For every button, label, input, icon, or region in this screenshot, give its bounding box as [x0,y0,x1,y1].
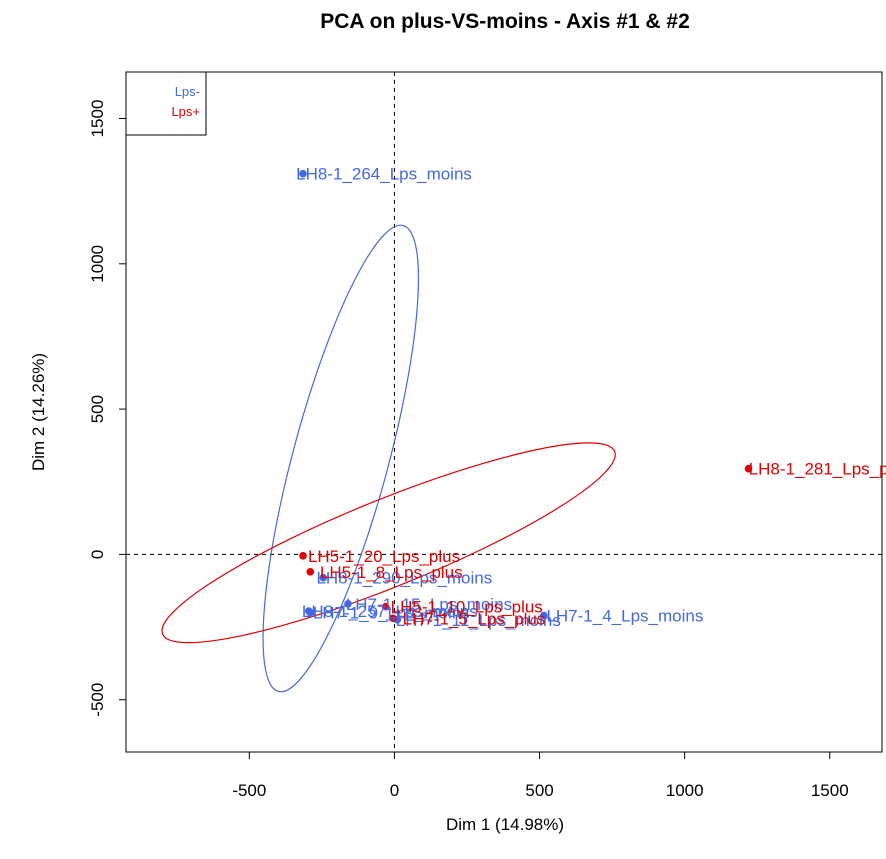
point-label: LH8-1_290_Lps_moins [316,569,492,588]
legend-entry: Lps+ [171,104,200,119]
point-labels: LH8-1_264_Lps_moinsLH8-1_290_Lps_moinsLH… [296,165,886,630]
point-label: LH7-1_5_Lps_plus [403,609,546,628]
data-point [299,552,307,560]
x-tick-label: 1500 [811,781,849,800]
data-point [306,608,315,617]
x-axis: -500 0 500 1000 1500 [232,751,849,800]
data-point [299,169,307,178]
point-label: LH7-1_4_Lps_moins [546,606,703,625]
data-point [306,568,315,576]
point-label: LH8-1_281_Lps_plus [749,460,886,479]
point-label: LH5-1_10_Lps_plus [391,598,543,617]
y-tick-label: 0 [88,550,107,559]
y-axis-label: Dim 2 (14.26%) [29,353,48,471]
data-point [389,614,397,623]
point-label: LH7-1_15_Lps_moins [346,595,512,614]
chart-title: PCA on plus-VS-moins - Axis #1 & #2 [320,10,690,33]
point-label: LH7-1_11_Lps_moins [396,611,561,630]
data-point [381,602,390,611]
confidence-ellipse [161,442,616,644]
reference-lines [126,72,882,752]
point-label: LH8-1_264_Lps_moins [296,165,472,184]
x-tick-label: 1000 [666,781,704,800]
point-label: LH7-1_9_Lps_moins [313,604,470,623]
x-tick-label: -500 [232,781,266,800]
y-tick-label: 1000 [88,245,107,283]
confidence-ellipses [161,224,616,693]
y-tick-label: -500 [88,683,107,717]
y-tick-label: 500 [88,395,107,423]
data-point [344,599,352,608]
x-axis-label: Dim 1 (14.98%) [446,815,564,834]
confidence-ellipse [262,224,420,693]
data-points [299,169,753,624]
y-axis: -500 0 500 1000 1500 [88,100,127,717]
legend: Lps- Lps+ [125,71,207,136]
data-point [319,573,328,582]
point-label: LH5-1_8_Lps_plus [320,563,463,582]
point-label: LH8-1_257_Lps_moins [302,602,478,621]
legend-box [125,71,207,136]
legend-entry: Lps- [175,84,200,99]
y-tick-label: 1500 [88,100,107,138]
point-label: LH5-1_20_Lps_plus [308,547,460,566]
x-tick-label: 0 [390,781,399,800]
plot-frame [125,71,883,753]
data-point [540,611,548,620]
x-tick-label: 500 [525,781,553,800]
data-point [744,464,753,473]
